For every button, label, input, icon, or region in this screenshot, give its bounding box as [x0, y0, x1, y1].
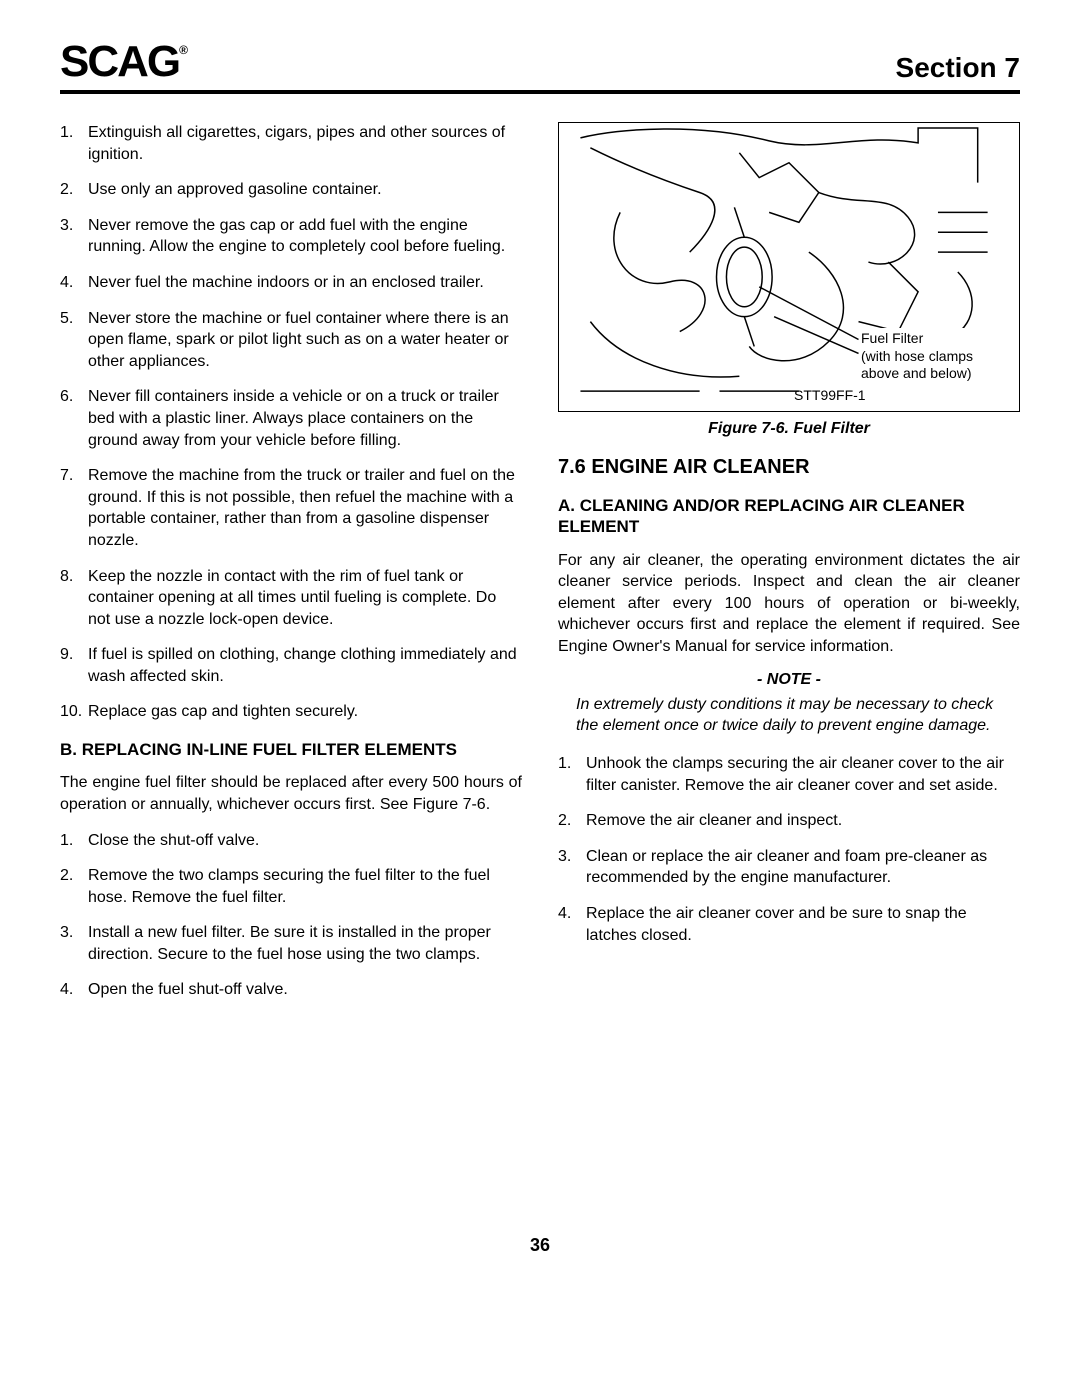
subsection-a-title: A. CLEANING AND/OR REPLACING AIR CLEANER…: [558, 495, 1020, 538]
logo-registered: ®: [179, 43, 188, 57]
callout-line: Fuel Filter: [861, 330, 1007, 348]
right-column: Fuel Filter (with hose clamps above and …: [558, 122, 1020, 1015]
list-item: Never fill containers inside a vehicle o…: [60, 386, 522, 451]
list-item: Remove the machine from the truck or tra…: [60, 465, 522, 551]
callout-line: (with hose clamps: [861, 348, 1007, 366]
list-item: Keep the nozzle in contact with the rim …: [60, 566, 522, 631]
safety-steps-list: Extinguish all cigarettes, cigars, pipes…: [60, 122, 522, 723]
callout-line: above and below): [861, 365, 1007, 383]
figure-caption: Figure 7-6. Fuel Filter: [558, 420, 1020, 438]
figure-callout: Fuel Filter (with hose clamps above and …: [859, 328, 1009, 385]
note-title: - NOTE -: [558, 671, 1020, 689]
content-columns: Extinguish all cigarettes, cigars, pipes…: [60, 122, 1020, 1015]
figure-7-6: Fuel Filter (with hose clamps above and …: [558, 122, 1020, 412]
list-item: Close the shut-off valve.: [60, 830, 522, 852]
list-item: Open the fuel shut-off valve.: [60, 979, 522, 1001]
subsection-b-steps: Close the shut-off valve. Remove the two…: [60, 830, 522, 1002]
list-item: Remove the air cleaner and inspect.: [558, 810, 1020, 832]
list-item: Never fuel the machine indoors or in an …: [60, 272, 522, 294]
section-label: Section 7: [896, 52, 1020, 84]
subsection-b-para: The engine fuel filter should be replace…: [60, 772, 522, 815]
note-body: In extremely dusty conditions it may be …: [558, 695, 1020, 737]
list-item: Extinguish all cigarettes, cigars, pipes…: [60, 122, 522, 165]
list-item: Clean or replace the air cleaner and foa…: [558, 846, 1020, 889]
list-item: Replace gas cap and tighten securely.: [60, 701, 522, 723]
list-item: Use only an approved gasoline container.: [60, 179, 522, 201]
subsection-a-steps: Unhook the clamps securing the air clean…: [558, 753, 1020, 946]
left-column: Extinguish all cigarettes, cigars, pipes…: [60, 122, 522, 1015]
logo-text: SCAG: [60, 37, 179, 86]
list-item: Never store the machine or fuel containe…: [60, 308, 522, 373]
subsection-b-title: B. REPLACING IN-LINE FUEL FILTER ELEMENT…: [60, 739, 522, 760]
list-item: Replace the air cleaner cover and be sur…: [558, 903, 1020, 946]
list-item: Unhook the clamps securing the air clean…: [558, 753, 1020, 796]
brand-logo: SCAG®: [60, 40, 188, 84]
page-number: 36: [60, 1235, 1020, 1256]
list-item: Install a new fuel filter. Be sure it is…: [60, 922, 522, 965]
figure-part-id: STT99FF-1: [794, 387, 866, 403]
list-item: If fuel is spilled on clothing, change c…: [60, 644, 522, 687]
subsection-a-para: For any air cleaner, the operating envir…: [558, 550, 1020, 658]
list-item: Remove the two clamps securing the fuel …: [60, 865, 522, 908]
page-header: SCAG® Section 7: [60, 40, 1020, 94]
list-item: Never remove the gas cap or add fuel wit…: [60, 215, 522, 258]
section-7-6-heading: 7.6 ENGINE AIR CLEANER: [558, 456, 1020, 479]
